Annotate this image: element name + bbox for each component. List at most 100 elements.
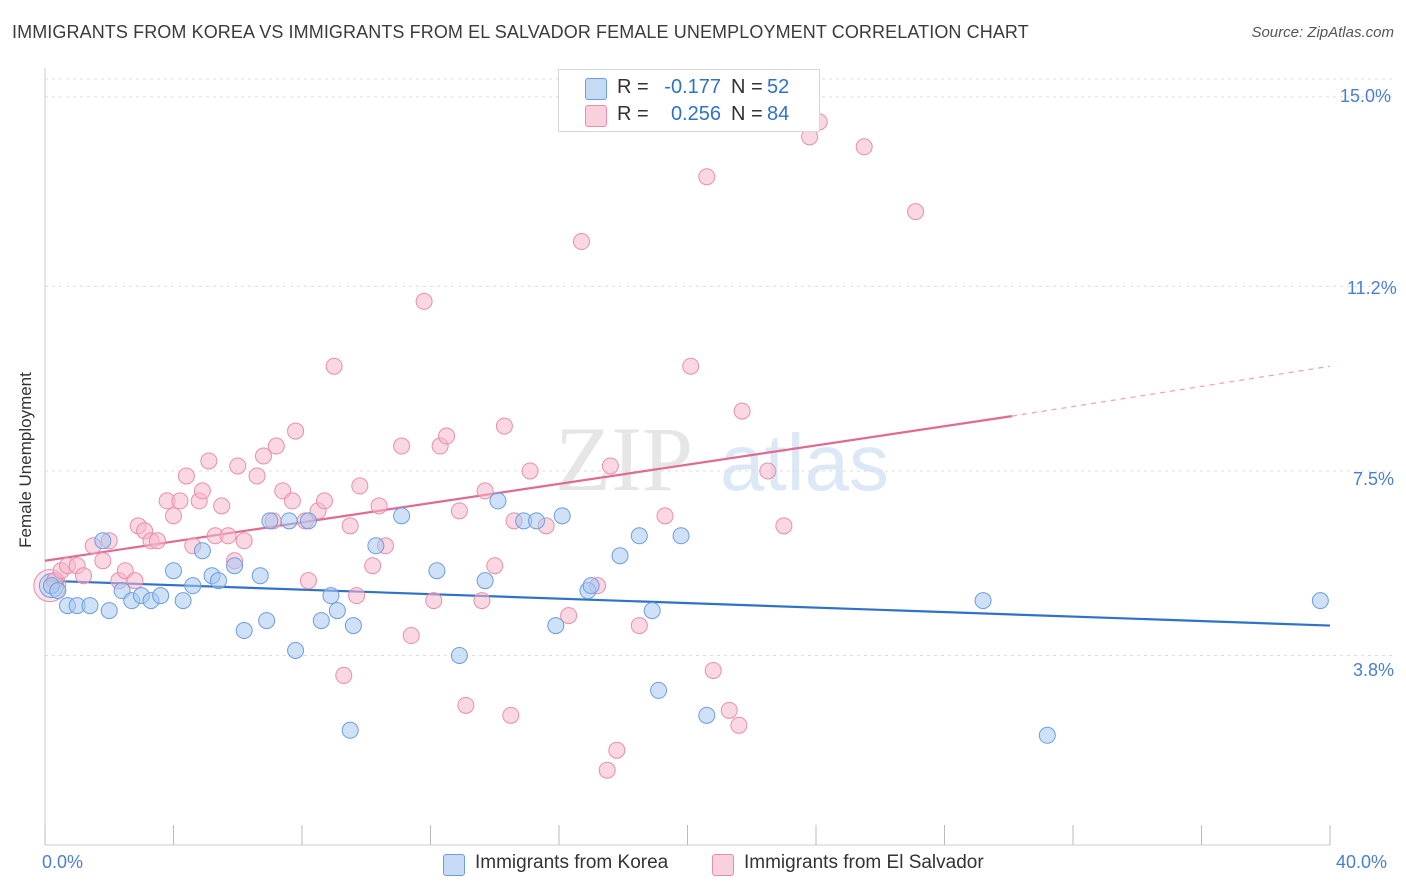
- point-korea: [1311, 592, 1329, 610]
- point-el-salvador: [473, 592, 491, 610]
- point-el-salvador: [572, 233, 590, 251]
- point-el-salvador: [348, 587, 366, 605]
- grid: [45, 78, 1395, 656]
- point-korea: [258, 612, 276, 630]
- point-korea: [643, 602, 661, 620]
- point-el-salvador: [165, 507, 182, 525]
- point-el-salvador: [682, 357, 700, 375]
- point-korea: [280, 512, 298, 530]
- point-el-salvador: [254, 447, 272, 465]
- point-korea: [553, 507, 571, 525]
- point-korea: [49, 582, 67, 600]
- axes: [44, 68, 1331, 846]
- point-el-salvador: [393, 437, 411, 455]
- point-korea: [184, 577, 202, 595]
- point-el-salvador: [486, 557, 504, 575]
- legend-n-label: N =: [731, 76, 763, 98]
- point-el-salvador: [601, 457, 619, 475]
- point-el-salvador: [126, 572, 144, 590]
- point-korea: [299, 512, 317, 530]
- point-el-salvador: [325, 357, 343, 375]
- x-tick-max: 40.0%: [1336, 852, 1388, 872]
- point-el-salvador: [248, 467, 266, 485]
- point-el-salvador: [235, 532, 253, 550]
- series-legend: Immigrants from Korea Immigrants from El…: [0, 852, 1406, 878]
- point-el-salvador: [370, 497, 388, 515]
- legend-n-label: N =: [731, 103, 763, 125]
- watermark-zip: ZIP: [555, 408, 693, 510]
- point-el-salvador: [656, 507, 674, 525]
- trend-line-korea: [44, 579, 1331, 627]
- point-el-salvador: [521, 462, 539, 480]
- point-korea: [582, 577, 600, 595]
- watermark: ZIP atlas: [555, 408, 889, 510]
- source-label: Source: ZipAtlas.com: [1251, 24, 1394, 41]
- point-el-salvador: [75, 567, 93, 585]
- trend-line-salvador-projection: [1011, 365, 1331, 417]
- y-tick-3-8: 3.8%: [1353, 660, 1395, 680]
- point-el-salvador: [630, 617, 648, 635]
- point-korea: [650, 681, 668, 699]
- point-korea: [547, 617, 565, 635]
- correlation-legend: R = -0.177 N = 52 R = 0.256 N = 84: [558, 69, 820, 132]
- chart-title: IMMIGRANTS FROM KOREA VS IMMIGRANTS FROM…: [12, 22, 1029, 42]
- point-el-salvador: [425, 592, 443, 610]
- x-tick-min: 0.0%: [42, 852, 84, 872]
- point-el-salvador: [855, 138, 873, 156]
- korea-legend-swatch: [443, 854, 465, 876]
- point-korea: [100, 602, 118, 620]
- point-korea: [193, 542, 211, 560]
- point-el-salvador: [94, 552, 112, 570]
- point-korea: [152, 587, 170, 605]
- point-el-salvador: [698, 168, 716, 186]
- legend-row-salvador: R = 0.256 N = 84: [559, 101, 819, 129]
- point-el-salvador: [608, 741, 626, 759]
- point-el-salvador: [229, 457, 247, 475]
- legend-n-value: 84: [767, 103, 790, 125]
- salvador-legend-label: Immigrants from El Salvador: [744, 852, 984, 873]
- point-korea: [476, 572, 494, 590]
- legend-r-label: R =: [617, 76, 649, 98]
- point-el-salvador: [733, 402, 751, 420]
- point-korea: [611, 547, 629, 565]
- point-korea: [94, 532, 112, 550]
- trend-line-salvador: [44, 415, 1013, 562]
- point-korea: [328, 602, 346, 620]
- point-korea: [672, 527, 690, 545]
- point-el-salvador: [704, 661, 722, 679]
- korea-legend-label: Immigrants from Korea: [475, 852, 669, 873]
- point-el-salvador: [730, 716, 748, 734]
- point-el-salvador: [402, 627, 420, 645]
- point-el-salvador: [720, 701, 738, 719]
- point-korea: [489, 492, 507, 510]
- point-korea: [261, 512, 279, 530]
- point-korea: [209, 572, 227, 590]
- point-el-salvador: [495, 417, 513, 435]
- point-el-salvador: [219, 527, 237, 545]
- point-korea: [251, 567, 269, 585]
- trend-lines: [44, 365, 1331, 627]
- y-tick-15: 15.0%: [1340, 86, 1392, 106]
- point-korea: [287, 642, 305, 659]
- point-el-salvador: [148, 532, 166, 550]
- y-tick-7-5: 7.5%: [1353, 469, 1395, 489]
- point-el-salvador: [267, 437, 285, 455]
- point-el-salvador: [171, 492, 189, 510]
- y-tick-11-2: 11.2%: [1347, 278, 1397, 298]
- point-korea: [235, 622, 253, 640]
- point-el-salvador: [341, 517, 359, 535]
- point-korea: [1038, 726, 1056, 744]
- point-korea: [81, 597, 99, 615]
- point-el-salvador: [759, 462, 777, 480]
- point-el-salvador: [200, 452, 218, 470]
- point-el-salvador: [457, 696, 475, 714]
- point-el-salvador: [283, 492, 301, 510]
- point-korea: [312, 612, 330, 630]
- legend-row-korea: R = -0.177 N = 52: [559, 74, 819, 102]
- legend-r-label: R =: [617, 103, 649, 125]
- watermark-atlas: atlas: [720, 418, 889, 507]
- salvador-swatch: [585, 105, 607, 127]
- point-korea: [344, 617, 362, 635]
- point-korea: [698, 706, 716, 724]
